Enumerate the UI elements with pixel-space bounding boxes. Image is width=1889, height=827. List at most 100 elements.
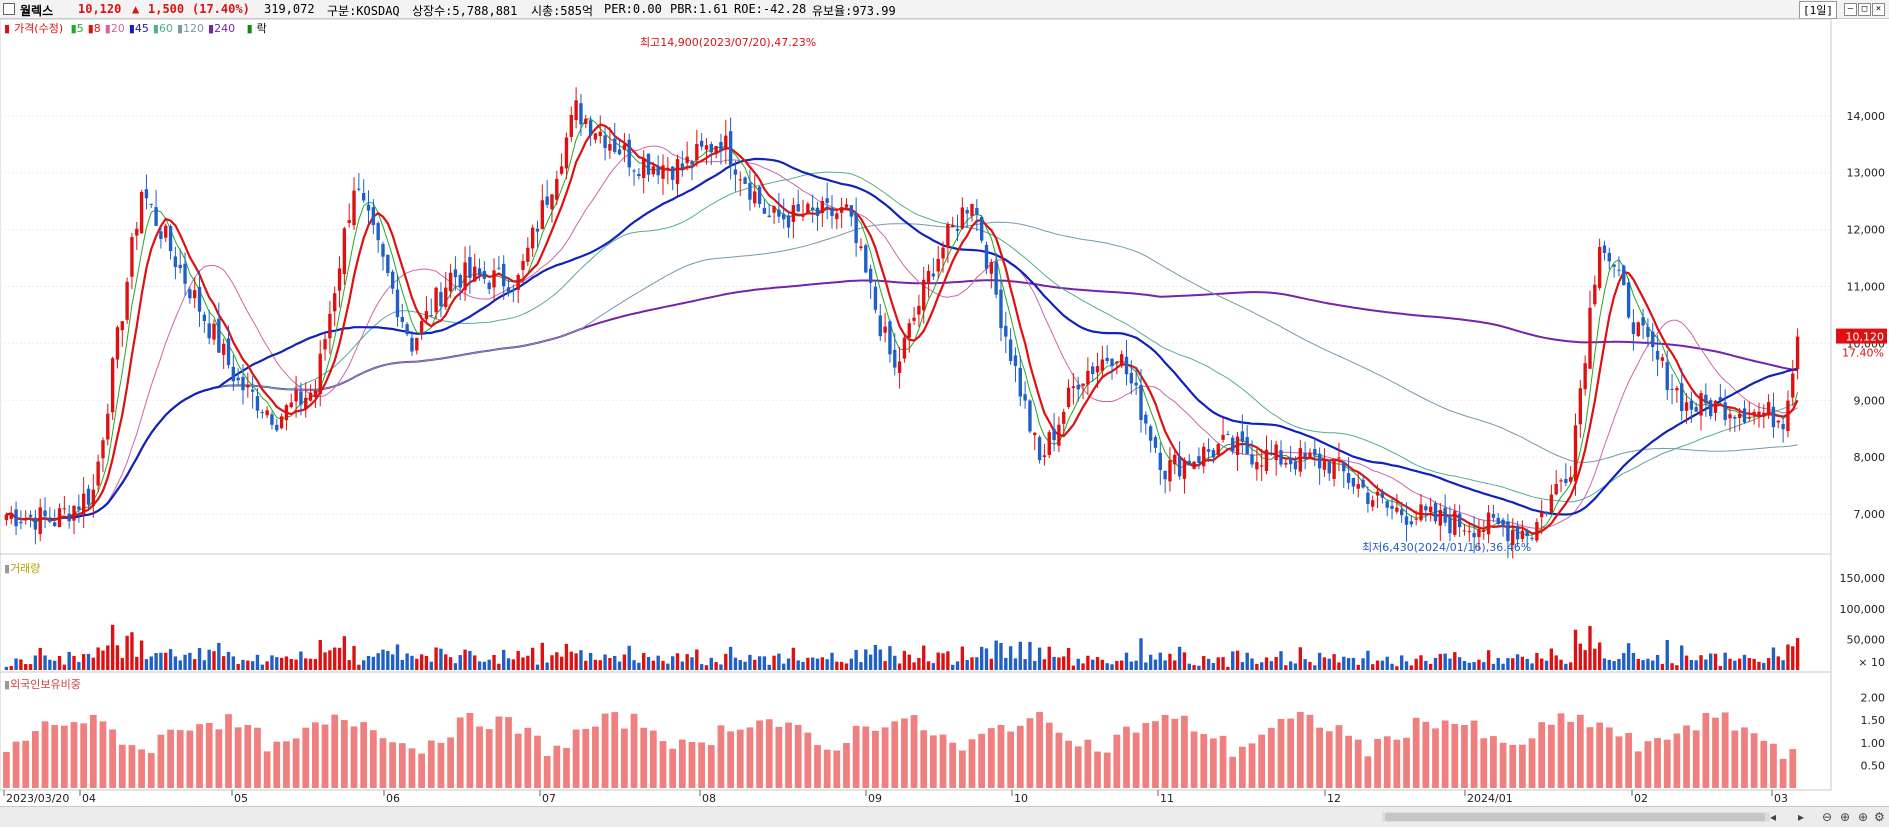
volume-bar (395, 644, 400, 670)
candle-body (1409, 521, 1414, 525)
legend-ma-5[interactable]: ▮5 (70, 22, 84, 35)
volume-bar (1419, 655, 1423, 670)
legend-ma-8[interactable]: ▮8 (87, 22, 101, 35)
price-tick-label: 7,000 (1854, 508, 1886, 521)
foreign-ratio-bar (1383, 736, 1391, 788)
foreign-ratio-bar (1779, 758, 1787, 788)
volume-bar (1535, 653, 1539, 670)
foreign-ratio-bar (205, 722, 213, 788)
volume-bar (1742, 654, 1747, 670)
candle-body (1013, 355, 1018, 366)
period-button[interactable]: [1일] (1799, 1, 1837, 19)
foreign-ratio-bar (1171, 718, 1179, 788)
volume-bar (757, 656, 762, 670)
foreign-ratio-bar (1770, 743, 1777, 788)
volume-bar (386, 650, 390, 670)
settings-icon[interactable]: ⚙ (1874, 810, 1885, 824)
legend-ma-45[interactable]: ▮45 (128, 22, 149, 35)
candle-body (1134, 382, 1138, 386)
maximize-icon[interactable]: □ (1858, 3, 1871, 16)
volume-bar (1554, 655, 1558, 670)
legend-ma-20[interactable]: ▮20 (104, 22, 125, 35)
volume-bar (1573, 629, 1578, 670)
volume-bar (728, 646, 733, 670)
volume-bar (497, 663, 501, 670)
volume-bar (1037, 647, 1042, 670)
stock-name[interactable]: 월렉스 (20, 4, 54, 18)
candle-body (1651, 331, 1655, 348)
volume-bar (1404, 661, 1409, 670)
candle-body (868, 268, 873, 283)
foreign-ratio-bar (485, 729, 493, 788)
candle-body (1008, 339, 1013, 361)
volume-bar (178, 660, 182, 670)
legend-ma-120[interactable]: ▮120 (176, 22, 205, 35)
volume-bar (1042, 659, 1047, 670)
candle-body (1124, 356, 1129, 375)
volume-bar (77, 662, 81, 670)
close-icon[interactable]: × (1872, 3, 1885, 16)
ma-line-5 (6, 118, 1799, 536)
foreign-panel-title: ▮외국인보유비중 (4, 678, 81, 691)
volume-bar (540, 642, 545, 670)
stock-chart[interactable]: 14,00013,00012,00011,00010,0009,0008,000… (0, 0, 1889, 806)
indicator-legend: ▮ 가격(수정) ▮5 ▮8 ▮20 ▮45 ▮60 ▮120 ▮240 ▮ 락 (4, 20, 271, 36)
volume-bar (139, 640, 144, 670)
foreign-ratio-bar (1576, 714, 1584, 788)
candle-body (893, 349, 897, 368)
candle-body (1482, 529, 1486, 532)
foreign-ratio-bar (1712, 717, 1719, 788)
volume-bar (1511, 658, 1515, 670)
volume-bar (1409, 665, 1414, 670)
foreign-ratio-bar (292, 738, 300, 788)
candle-body (1549, 494, 1554, 513)
candle-body (873, 286, 878, 310)
candle-body (1274, 444, 1278, 461)
volume-bar (690, 657, 694, 670)
zoom-out-icon[interactable]: ⊖ (1822, 810, 1833, 824)
candle-body (801, 215, 805, 217)
legend-ma-240[interactable]: ▮240 (208, 22, 236, 35)
candle-body (120, 321, 124, 331)
volume-bar (1119, 660, 1124, 670)
foreign-ratio-bar (553, 745, 561, 788)
candle-body (1525, 530, 1529, 537)
volume-bar (1216, 657, 1220, 670)
candle-body (1231, 437, 1235, 452)
zoom-in-icon[interactable]: ⊕ (1840, 810, 1851, 824)
volume-bar (193, 659, 197, 670)
candle-body (1747, 417, 1751, 419)
foreign-ratio-bar (1470, 720, 1478, 788)
candle-body (1491, 513, 1496, 518)
scroll-left-icon[interactable]: ◂ (1770, 810, 1777, 824)
candle-body (1675, 387, 1679, 391)
foreign-ratio-bar (823, 749, 831, 788)
candle-body (463, 262, 467, 291)
candle-body (989, 262, 994, 274)
candle-body (1110, 358, 1114, 367)
candle-body (424, 311, 429, 320)
candle-body (1182, 459, 1187, 479)
legend-ma-60[interactable]: ▮60 (152, 22, 173, 35)
zoom-fit-icon[interactable]: ⊕ (1858, 810, 1869, 824)
current-price: 10,120 (78, 2, 122, 16)
candle-body (101, 440, 105, 459)
date-tick-label: 04 (82, 792, 96, 805)
candle-body (1704, 394, 1708, 404)
select-checkbox[interactable] (3, 3, 15, 15)
volume-bar (1062, 656, 1066, 670)
legend-price[interactable]: 가격(수정) (14, 22, 64, 35)
volume-bar (1033, 661, 1037, 670)
foreign-ratio-bar (1219, 735, 1227, 788)
candle-body (1462, 530, 1467, 532)
candle-body (521, 260, 525, 271)
trade-volume: 319,072 (264, 2, 315, 16)
volume-bar (33, 655, 38, 670)
candle-body (1554, 483, 1558, 495)
candle-body (86, 488, 91, 505)
scroll-right-icon[interactable]: ▸ (1798, 810, 1805, 824)
foreign-ratio-bar (505, 717, 512, 788)
volume-bar (1433, 657, 1438, 670)
minimize-icon[interactable]: – (1844, 3, 1857, 16)
scroll-thumb[interactable] (1385, 813, 1765, 821)
